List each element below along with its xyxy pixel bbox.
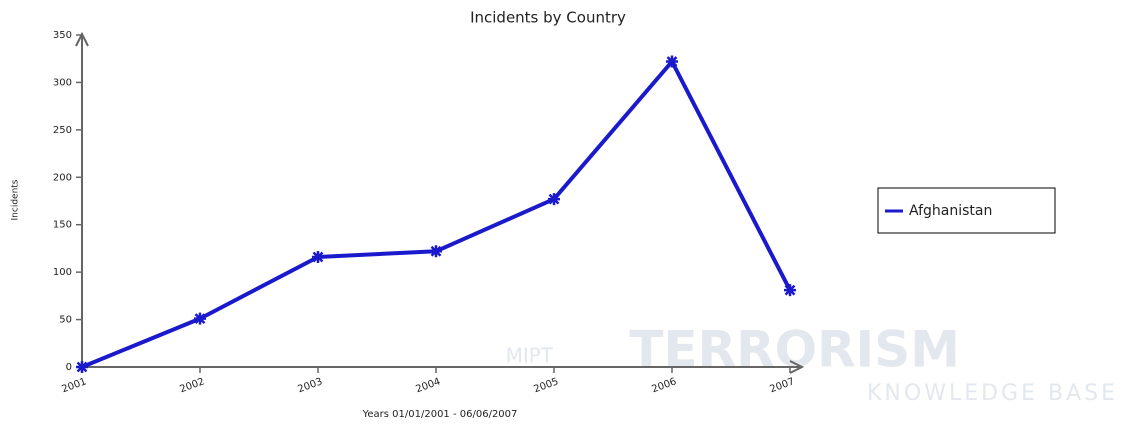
x-tick-label: 2002 <box>178 376 206 395</box>
y-tick-label: 200 <box>53 172 72 183</box>
y-tick-label: 350 <box>53 30 72 41</box>
y-tick-label: 100 <box>53 267 72 278</box>
data-point <box>194 312 206 325</box>
data-point <box>312 250 324 263</box>
data-point <box>76 361 88 373</box>
x-tick-label: 2005 <box>532 376 560 395</box>
y-axis-arrow <box>75 31 89 47</box>
chart-title: Incidents by Country <box>470 9 626 27</box>
data-point <box>666 55 678 68</box>
x-tick-label: 2007 <box>768 376 796 395</box>
x-tick-label: 2004 <box>414 376 442 395</box>
y-tick-label: 300 <box>53 77 72 88</box>
y-axis-label: Incidents <box>11 179 21 220</box>
watermark-large: TERRORISM <box>629 321 960 379</box>
y-tick-label: 50 <box>59 315 72 326</box>
y-tick-label: 0 <box>66 362 72 373</box>
watermark-sub: KNOWLEDGE BASE <box>867 381 1118 406</box>
x-tick-label: 2006 <box>650 376 678 395</box>
y-tick-label: 150 <box>53 220 72 231</box>
y-tick-label: 250 <box>53 125 72 136</box>
data-point <box>430 245 442 258</box>
x-tick-label: 2003 <box>296 376 324 395</box>
x-axis-arrow <box>789 360 805 374</box>
x-axis-label: Years 01/01/2001 - 06/06/2007 <box>362 409 518 420</box>
legend-label: Afghanistan <box>909 203 992 219</box>
data-point <box>784 284 796 297</box>
legend-box <box>877 187 1056 234</box>
data-point <box>548 193 560 206</box>
watermark-small: MIPT <box>506 344 554 368</box>
x-tick-label: 2001 <box>60 376 88 395</box>
